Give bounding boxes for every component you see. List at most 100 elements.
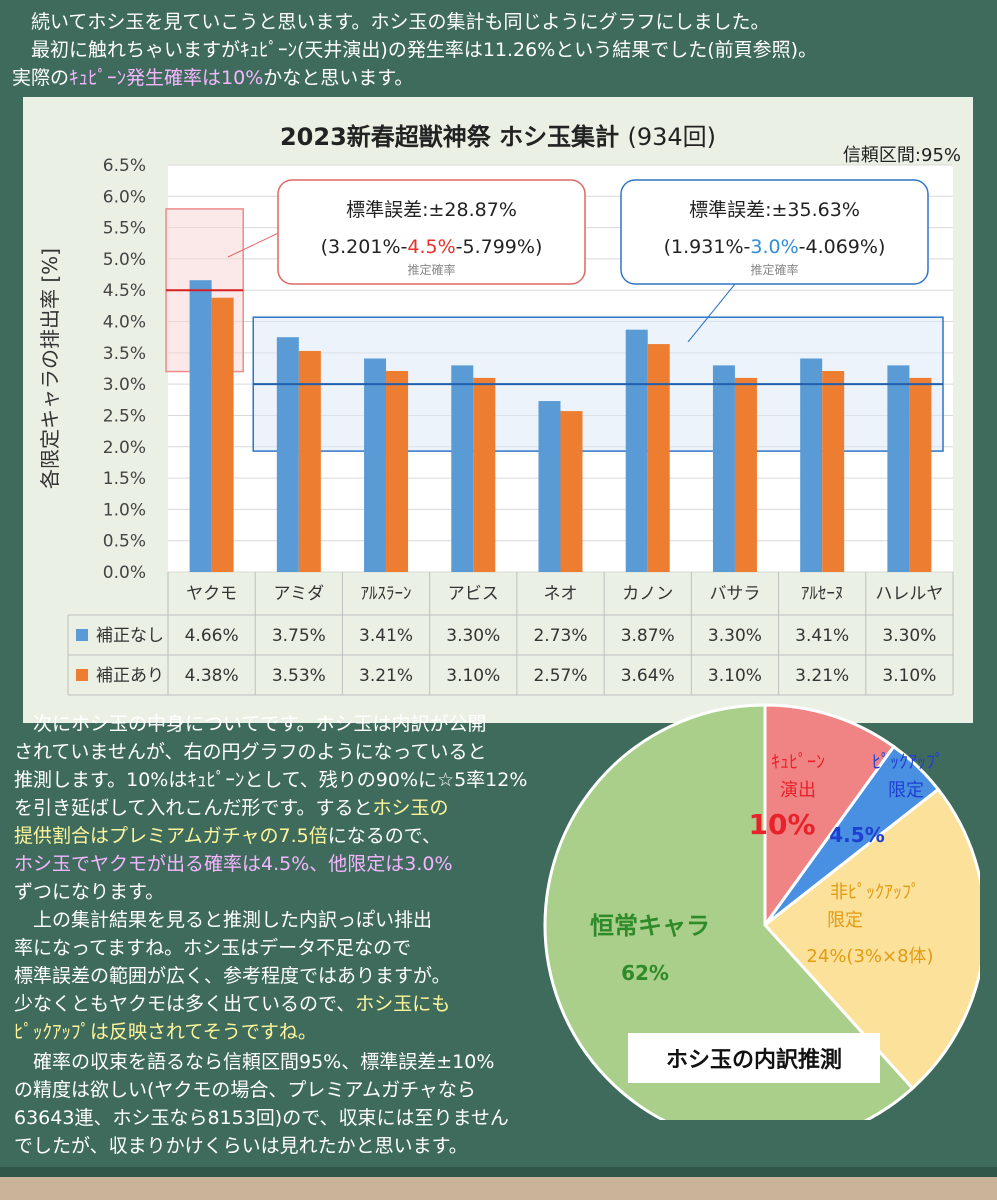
- intro-text: 続いてホシ玉を見ていこうと思います。ホシ玉の集計も同じようにグラフにしました。 …: [12, 8, 992, 92]
- p2-line-4: 少なくともヤクモは多く出ているので、ホシ玉にも: [14, 990, 574, 1018]
- intro-line-1: 続いてホシ玉を見ていこうと思います。ホシ玉の集計も同じようにグラフにしました。: [12, 11, 770, 33]
- legend-swatch: [76, 629, 88, 641]
- p1-line-7: ずつになります。: [14, 881, 165, 903]
- x-tick-label: ハレルヤ: [875, 584, 943, 604]
- bar-corrected: [211, 297, 234, 572]
- p1-line-4: を引き延ばして入れこんだ形です。するとホシ玉の: [14, 794, 574, 822]
- data-label: 3.64%: [621, 666, 675, 686]
- bar-corrected: [386, 371, 409, 572]
- bar-corrected: [473, 377, 496, 572]
- y-tick-label: 3.0%: [103, 375, 146, 395]
- y-tick-label: 5.0%: [103, 250, 146, 270]
- lower-paragraph-3: 確率の収束を語るなら信頼区間95%、標準誤差±10% の精度は欲しい(ヤクモの場…: [14, 1048, 574, 1160]
- y-tick-label: 1.0%: [103, 500, 146, 520]
- y-tick-label: 6.5%: [103, 156, 146, 176]
- slice-kyupin-value: 10%: [748, 808, 815, 841]
- pie-chart: ｷｭﾋﾟｰﾝ 演出 10% ﾋﾟｯｸｱｯﾌﾟ 限定 4.5% 非ﾋﾟｯｸｱｯﾌﾟ 限定 24%(…: [543, 703, 987, 1147]
- p1-line-5: 提供割合はプレミアムガチャの7.5倍になるので、: [14, 822, 574, 850]
- x-tick-label: アビス: [448, 584, 499, 604]
- data-label: 3.10%: [882, 666, 936, 686]
- slice-pickup-value: 4.5%: [829, 823, 884, 847]
- bar-corrected: [298, 350, 321, 572]
- intro-line-3-b: かなと思います。: [263, 67, 414, 89]
- y-tick-label: 4.5%: [103, 281, 146, 301]
- data-label: 4.38%: [185, 666, 239, 686]
- bar-corrected: [647, 344, 670, 572]
- slice-pickup-label-2: 限定: [888, 780, 924, 801]
- x-tick-label: アミダ: [273, 584, 324, 604]
- y-tick-label: 2.5%: [103, 406, 146, 426]
- bar-corrected: [560, 411, 583, 572]
- blue-callout-range: (1.931%-3.0%-4.069%): [664, 236, 886, 258]
- y-tick-label: 1.5%: [103, 469, 146, 489]
- intro-line-3-highlight: ｷｭﾋﾟｰﾝ発生確率は10%: [69, 67, 264, 89]
- intro-line-3: 実際のｷｭﾋﾟｰﾝ発生確率は10%かなと思います。: [12, 64, 992, 92]
- p3-line-4: でしたが、収まりかけくらいは見れたかと思います。: [14, 1135, 468, 1157]
- bar-corrected: [734, 377, 757, 572]
- lower-paragraph-1: 次にホシ玉の中身についてです。ホシ玉は内訳が公開 されていませんが、右の円グラフ…: [14, 710, 574, 906]
- bar-uncorrected: [800, 358, 823, 572]
- x-tick-label: バサラ: [709, 584, 760, 604]
- p1-highlight-a: ホシ玉の: [372, 797, 449, 819]
- bar-chart: 2023新春超獣神祭 ホシ玉集計 (934回) 信頼区間:95% 各限定キャラの排出…: [38, 123, 961, 696]
- p1-line-6: ホシ玉でヤクモが出る確率は4.5%、他限定は3.0%: [14, 850, 574, 878]
- data-label: 3.10%: [708, 666, 762, 686]
- bar-uncorrected: [538, 401, 561, 572]
- x-tick-label: ｱﾙｾｰﾇ: [801, 584, 844, 604]
- confidence-label: 信頼区間:95%: [843, 145, 961, 166]
- x-tick-label: カノン: [622, 584, 673, 604]
- red-callout-box: [277, 179, 586, 285]
- p2-highlight-a: ホシ玉にも: [355, 993, 451, 1015]
- p3-line-2: の精度は欲しい(ヤクモの場合、プレミアムガチャなら: [14, 1079, 476, 1101]
- x-tick-label: ネオ: [544, 584, 578, 604]
- legend-label: 補正あり: [96, 666, 164, 686]
- pie-caption: ホシ玉の内訳推測: [666, 1047, 842, 1073]
- data-label: 3.41%: [359, 626, 413, 646]
- data-label: 3.30%: [708, 626, 762, 646]
- bar-corrected: [909, 377, 932, 572]
- p2-line-1: 上の集計結果を見ると推測した内訳っぽい排出: [14, 909, 433, 931]
- data-label: 3.30%: [446, 626, 500, 646]
- slice-kyupin: [763, 703, 896, 930]
- blue-callout-stderr: 標準誤差:±35.63%: [689, 199, 860, 221]
- data-label: 3.30%: [882, 626, 936, 646]
- red-callout-note: 推定確率: [407, 262, 455, 277]
- p1-highlight-c: ホシ玉でヤクモが出る確率は4.5%、他限定は3.0%: [14, 853, 453, 875]
- x-tick-label: ｱﾙｽﾗｰﾝ: [361, 584, 412, 604]
- slice-non-pickup-label-2: 限定: [827, 910, 863, 931]
- slice-non-pickup-value: 24%(3%×8体): [806, 946, 933, 967]
- red-callout-range: (3.201%-4.5%-5.799%): [321, 236, 543, 258]
- y-tick-label: 4.0%: [103, 313, 146, 333]
- p1-line-4-a: を引き延ばして入れこんだ形です。すると: [14, 797, 373, 819]
- intro-line-2: 最初に触れちゃいますがｷｭﾋﾟｰﾝ(天井演出)の発生率は11.26%という結果で…: [12, 39, 818, 61]
- legend-label: 補正なし: [96, 626, 164, 646]
- bar-uncorrected: [451, 365, 474, 572]
- p1-line-1: 次にホシ玉の中身についてです。ホシ玉は内訳が公開: [14, 713, 487, 735]
- bar-corrected: [822, 371, 845, 572]
- data-label: 2.73%: [533, 626, 587, 646]
- p2-line-4-a: 少なくともヤクモは多く出ているので、: [14, 993, 356, 1015]
- data-label: 3.21%: [795, 666, 849, 686]
- bar-uncorrected: [712, 365, 735, 572]
- x-tick-label: ヤクモ: [186, 584, 237, 604]
- data-label: 2.57%: [533, 666, 587, 686]
- y-tick-label: 5.5%: [103, 219, 146, 239]
- data-label: 3.87%: [621, 626, 675, 646]
- slice-kyupin-label-2: 演出: [780, 780, 816, 801]
- chart-title: 2023新春超獣神祭 ホシ玉集計 (934回): [280, 123, 716, 151]
- pie-chart-wrap: ｷｭﾋﾟｰﾝ 演出 10% ﾋﾟｯｸｱｯﾌﾟ 限定 4.5% 非ﾋﾟｯｸｱｯﾌﾟ 限定 24%(…: [540, 700, 987, 1147]
- y-tick-label: 6.0%: [103, 187, 146, 207]
- p1-highlight-b: 提供割合はプレミアムガチャの7.5倍: [14, 825, 328, 847]
- slice-non-pickup-label-1: 非ﾋﾟｯｸｱｯﾌﾟ: [830, 882, 920, 903]
- lower-paragraph-2: 上の集計結果を見ると推測した内訳っぽい排出 率になってますね。ホシ玉はデータ不足…: [14, 906, 574, 1046]
- y-tick-label: 0.5%: [103, 532, 146, 552]
- y-tick-label: 3.5%: [103, 344, 146, 364]
- slice-regular-value: 62%: [621, 961, 669, 985]
- slice-pickup-label-1: ﾋﾟｯｸｱｯﾌﾟ: [872, 752, 944, 773]
- data-label: 4.66%: [185, 626, 239, 646]
- bar-uncorrected: [189, 280, 212, 572]
- y-tick-label: 2.0%: [103, 438, 146, 458]
- blue-callout-note: 推定確率: [750, 262, 798, 277]
- y-axis-label: 各限定キャラの排出率 [%]: [38, 248, 62, 489]
- p1-line-5-c: になるので、: [327, 825, 441, 847]
